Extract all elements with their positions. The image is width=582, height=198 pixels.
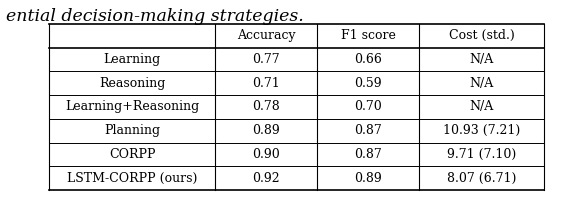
Text: 0.66: 0.66 [354, 53, 382, 66]
Text: 0.89: 0.89 [354, 172, 382, 185]
Text: 0.78: 0.78 [253, 100, 280, 113]
Text: N/A: N/A [470, 100, 494, 113]
Text: 8.07 (6.71): 8.07 (6.71) [447, 172, 516, 185]
Text: Accuracy: Accuracy [237, 29, 296, 42]
Text: Learning+Reasoning: Learning+Reasoning [65, 100, 200, 113]
Text: 0.87: 0.87 [354, 148, 382, 161]
Text: CORPP: CORPP [109, 148, 155, 161]
Text: 9.71 (7.10): 9.71 (7.10) [447, 148, 516, 161]
Text: Cost (std.): Cost (std.) [449, 29, 514, 42]
Text: N/A: N/A [470, 53, 494, 66]
Text: 0.70: 0.70 [354, 100, 382, 113]
Text: 0.71: 0.71 [253, 77, 280, 90]
Text: N/A: N/A [470, 77, 494, 90]
Text: ential decision-making strategies.: ential decision-making strategies. [6, 8, 304, 25]
Text: 0.90: 0.90 [253, 148, 280, 161]
Text: LSTM-CORPP (ours): LSTM-CORPP (ours) [67, 172, 198, 185]
Text: 0.87: 0.87 [354, 124, 382, 137]
Text: Reasoning: Reasoning [99, 77, 166, 90]
Text: Planning: Planning [104, 124, 161, 137]
Text: 0.89: 0.89 [253, 124, 280, 137]
Text: 0.92: 0.92 [253, 172, 280, 185]
Text: 10.93 (7.21): 10.93 (7.21) [443, 124, 520, 137]
Text: 0.77: 0.77 [253, 53, 280, 66]
Text: 0.59: 0.59 [354, 77, 382, 90]
Text: Learning: Learning [104, 53, 161, 66]
Text: F1 score: F1 score [340, 29, 396, 42]
